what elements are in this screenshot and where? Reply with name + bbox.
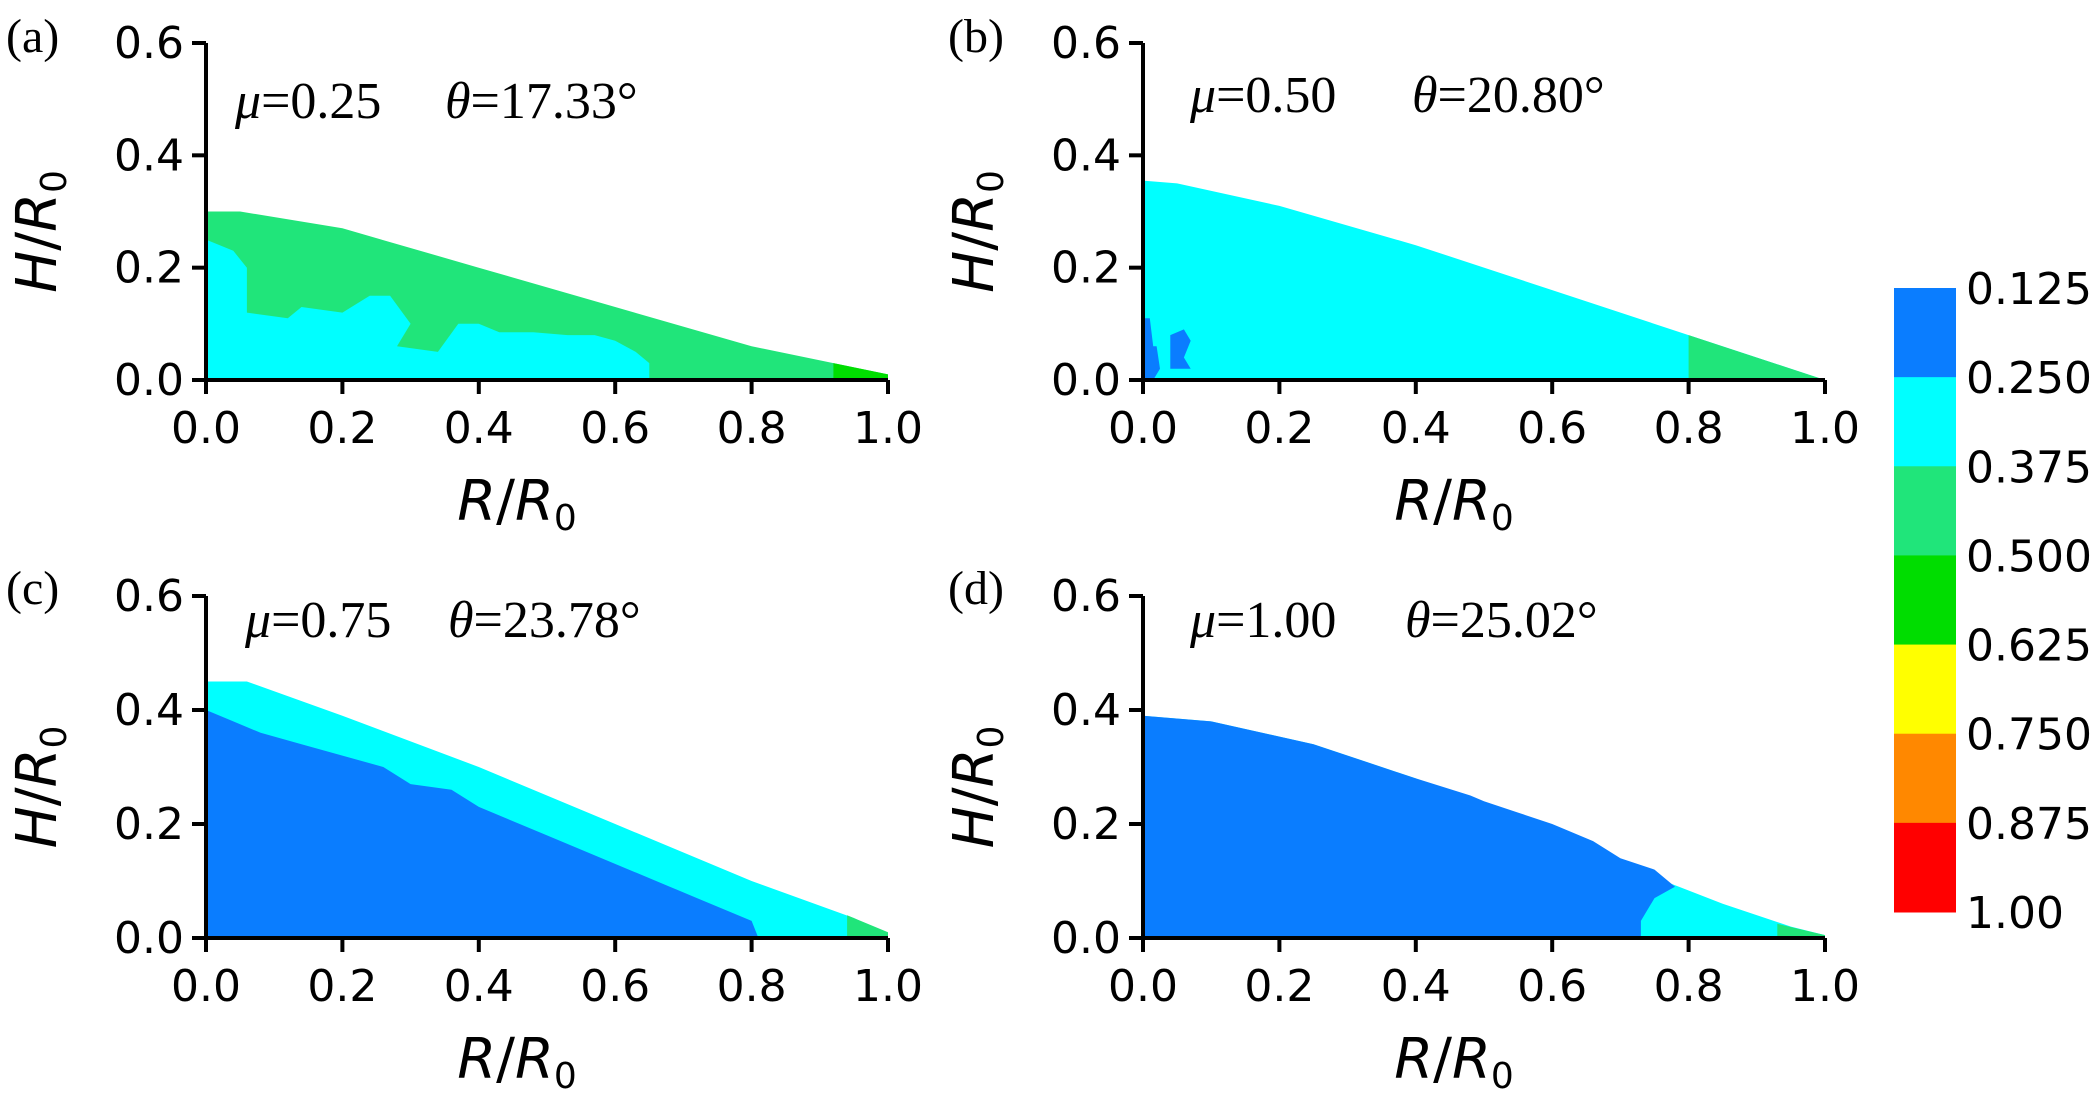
x-tick-label: 0.4 [1381, 961, 1451, 1012]
theta-value: θ=25.02° [1405, 592, 1598, 649]
theta-value: θ=20.80° [1412, 67, 1605, 124]
y-tick-label: 0.0 [114, 355, 184, 406]
y-tick-label: 0.4 [1051, 685, 1121, 736]
panel-c: 0.0 0.2 0.4 0.6 0.8 1.00.00.20.40.6R/R0H/R0(c… [5, 562, 923, 1097]
x-tick-label: 0.0 [1108, 403, 1178, 454]
x-tick-label: 0.4 [1381, 403, 1451, 454]
colorbar-label: 0.500 [1966, 531, 2091, 582]
y-axis-label: H/R0 [942, 726, 1012, 849]
y-axis-label: H/R0 [5, 726, 75, 849]
colorbar-label: 1.00 [1966, 888, 2064, 939]
y-axis-label: H/R0 [5, 170, 75, 293]
mu-value: μ=0.50 [1189, 67, 1336, 124]
x-tick-label: 0.6 [580, 403, 650, 454]
x-tick-label: 0.0 [171, 403, 241, 454]
x-tick-label: 1.0 [853, 961, 923, 1012]
y-tick-label: 0.4 [114, 130, 184, 181]
y-axis-label: H/R0 [942, 170, 1012, 293]
x-tick-label: 0.8 [1654, 403, 1724, 454]
colorbar-label: 0.375 [1966, 442, 2091, 493]
panel-label: (b) [948, 10, 1004, 63]
x-tick-label: 0.4 [444, 403, 514, 454]
y-tick-label: 0.0 [1051, 355, 1121, 406]
theta-value: θ=23.78° [448, 592, 641, 649]
colorbar-label: 0.250 [1966, 353, 2091, 404]
region-2 [1620, 312, 1825, 380]
x-tick-label: 0.6 [1517, 961, 1587, 1012]
x-tick-label: 0.6 [580, 961, 650, 1012]
region-3 [1777, 923, 1825, 938]
x-tick-label: 0.4 [444, 961, 514, 1012]
mu-value: μ=1.00 [1189, 592, 1336, 649]
x-axis-label: R/R0 [457, 1027, 577, 1097]
region-4 [1170, 329, 1191, 369]
colorbar-swatch [1894, 733, 1956, 824]
y-tick-label: 0.4 [114, 685, 184, 736]
x-tick-label: 0.2 [307, 403, 377, 454]
region-2 [206, 239, 650, 380]
colorbar-label: 0.875 [1966, 799, 2091, 850]
y-tick-label: 0.0 [114, 913, 184, 964]
x-tick-label: 1.0 [1790, 403, 1860, 454]
region-2 [206, 710, 759, 938]
y-tick-label: 0.4 [1051, 130, 1121, 181]
region-3 [1143, 318, 1160, 380]
panel-d: 0.0 0.2 0.4 0.6 0.8 1.00.00.20.40.6R/R0H/R0(d… [942, 562, 1860, 1097]
x-tick-label: 0.2 [1244, 403, 1314, 454]
colorbar-swatch [1894, 644, 1956, 735]
mu-value: μ=0.25 [234, 73, 381, 130]
panel-label: (a) [6, 10, 59, 63]
x-tick-label: 0.0 [1108, 961, 1178, 1012]
region-3 [833, 363, 888, 380]
y-tick-label: 0.2 [1051, 799, 1121, 850]
panel-a: 0.0 0.2 0.4 0.6 0.8 1.00.00.20.40.6R/R0H/R0(a… [5, 10, 923, 539]
panel-label: (d) [948, 562, 1004, 615]
colorbar-swatch [1894, 288, 1956, 378]
colorbar-label: 0.625 [1966, 621, 2091, 672]
colorbar: 0.125 0.250 0.375 0.500 0.625 0.750 0.875 1.00 [1894, 264, 2091, 939]
colorbar-swatch [1894, 822, 1956, 913]
colorbar-swatch [1894, 377, 1956, 467]
x-tick-label: 0.8 [717, 961, 787, 1012]
x-axis-label: R/R0 [457, 469, 577, 539]
region-3 [847, 915, 888, 938]
x-tick-label: 0.2 [307, 961, 377, 1012]
y-tick-label: 0.2 [114, 799, 184, 850]
x-tick-label: 0.6 [1517, 403, 1587, 454]
panel-label: (c) [6, 562, 59, 615]
x-axis-label: R/R0 [1394, 469, 1514, 539]
x-tick-label: 0.0 [171, 961, 241, 1012]
region-2 [1143, 715, 1675, 938]
x-axis-label: R/R0 [1394, 1027, 1514, 1097]
y-tick-label: 0.2 [1051, 243, 1121, 294]
y-tick-label: 0.6 [1051, 571, 1121, 622]
colorbar-label: 0.125 [1966, 264, 2091, 315]
x-tick-label: 0.8 [1654, 961, 1724, 1012]
theta-value: θ=17.33° [445, 73, 638, 130]
x-tick-label: 1.0 [1790, 961, 1860, 1012]
y-tick-label: 0.6 [1051, 18, 1121, 69]
colorbar-swatch [1894, 466, 1956, 556]
x-tick-label: 1.0 [853, 403, 923, 454]
y-tick-label: 0.2 [114, 243, 184, 294]
y-tick-label: 0.6 [114, 571, 184, 622]
mu-value: μ=0.75 [244, 592, 391, 649]
y-tick-label: 0.0 [1051, 913, 1121, 964]
x-tick-label: 0.8 [717, 403, 787, 454]
panel-b: 0.0 0.2 0.4 0.6 0.8 1.00.00.20.40.6R/R0H/R0(b… [942, 10, 1860, 539]
colorbar-label: 0.750 [1966, 710, 2091, 761]
region-1 [1143, 180, 1825, 380]
y-tick-label: 0.6 [114, 18, 184, 69]
colorbar-swatch [1894, 555, 1956, 646]
x-tick-label: 0.2 [1244, 961, 1314, 1012]
